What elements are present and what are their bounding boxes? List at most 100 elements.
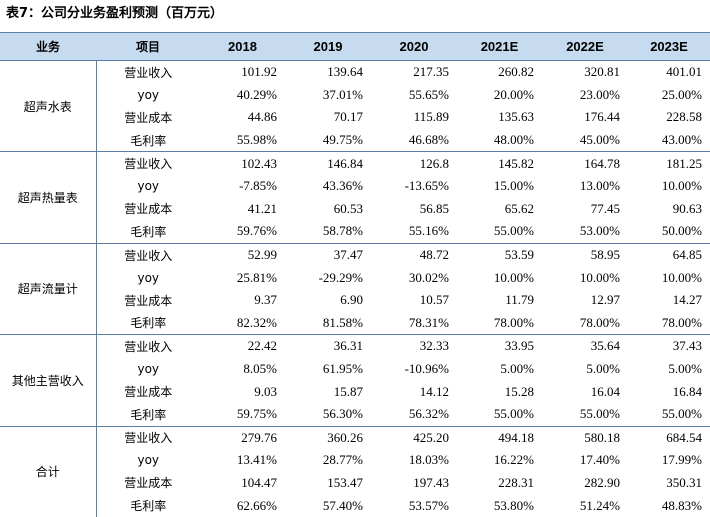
value-cell: 81.58%	[322, 314, 363, 330]
value-cell: 55.65%	[408, 86, 449, 102]
value-cell: 43.00%	[661, 132, 702, 148]
value-cell: 14.12	[419, 383, 449, 399]
table-row: 毛利率 59.75% 56.30% 56.32% 55.00% 55.00% 55.00%	[0, 403, 710, 426]
item-cell: 营业成本	[124, 476, 173, 491]
value-cell: 48.83%	[661, 497, 702, 513]
value-cell: 580.18	[542, 425, 628, 450]
table-row: yoy 8.05% 61.95% -10.96% 5.00% 5.00% 5.00%	[0, 358, 710, 381]
value-cell: 33.95	[457, 334, 542, 358]
value-cell: 684.54	[628, 425, 710, 450]
item-cell: 营业收入	[96, 425, 200, 450]
value-cell: 135.63	[498, 109, 534, 125]
item-cell: 营业成本	[124, 293, 173, 308]
value-cell: 176.44	[584, 109, 620, 125]
item-cell: 毛利率	[130, 499, 167, 514]
value-cell: 17.40%	[579, 452, 620, 468]
value-cell: 9.03	[254, 383, 277, 399]
table-row: 毛利率 62.66% 57.40% 53.57% 53.80% 51.24% 48.83%	[0, 494, 710, 517]
item-cell: 毛利率	[130, 133, 167, 148]
value-cell: 49.75%	[322, 132, 363, 148]
header-item: 项目	[96, 32, 200, 61]
value-cell: 10.00%	[579, 269, 620, 285]
value-cell: 57.40%	[322, 497, 363, 513]
business-cell: 其他主营收入	[0, 334, 97, 426]
item-cell: 营业收入	[96, 334, 200, 358]
table-row: 毛利率 59.76% 58.78% 55.16% 55.00% 53.00% 50.00%	[0, 220, 710, 243]
value-cell: 104.47	[241, 474, 277, 490]
value-cell: 139.64	[285, 59, 371, 84]
value-cell: 228.31	[498, 474, 534, 490]
value-cell: 102.43	[200, 151, 285, 175]
value-cell: 12.97	[590, 292, 620, 308]
value-cell: 46.68%	[408, 132, 449, 148]
value-cell: 65.62	[504, 200, 534, 216]
table-row: yoy 25.81% -29.29% 30.02% 10.00% 10.00% 10.00%	[0, 266, 710, 289]
item-cell: 毛利率	[130, 316, 167, 331]
value-cell: 181.25	[628, 151, 710, 175]
forecast-table-container: 业务 项目 2018 2019 2020 2021E 2022E 2023E 超…	[0, 32, 710, 517]
value-cell: 70.17	[333, 109, 363, 125]
value-cell: 494.18	[457, 425, 542, 450]
value-cell: 35.64	[542, 334, 628, 358]
value-cell: 146.84	[285, 151, 371, 175]
value-cell: 52.99	[200, 242, 285, 267]
value-cell: 82.32%	[236, 314, 277, 330]
item-cell: yoy	[137, 362, 160, 377]
value-cell: 5.00%	[668, 361, 702, 377]
table-row: 超声水表 营业收入 101.92 139.64 217.35 260.82 320.81 40…	[0, 59, 710, 152]
value-cell: 13.00%	[579, 178, 620, 194]
value-cell: 6.90	[340, 292, 363, 308]
value-cell: 14.27	[672, 292, 702, 308]
value-cell: 53.00%	[579, 223, 620, 239]
business-cell: 合计	[0, 425, 97, 517]
header-2019: 2019	[285, 32, 371, 61]
item-cell: 营业收入	[96, 59, 200, 84]
table-row: 超声流量计 营业收入 52.99 37.47 48.72 53.59 58.95 64.85	[0, 242, 710, 335]
value-cell: 48.00%	[493, 132, 534, 148]
value-cell: 10.00%	[493, 269, 534, 285]
value-cell: -29.29%	[318, 269, 363, 285]
value-cell: 78.00%	[579, 314, 620, 330]
table-row: 其他主营收入 营业收入 22.42 36.31 32.33 33.95 35.64 37.43	[0, 334, 710, 426]
value-cell: -10.96%	[404, 361, 449, 377]
value-cell: 228.58	[666, 109, 702, 125]
value-cell: -13.65%	[404, 178, 449, 194]
value-cell: 30.02%	[408, 269, 449, 285]
value-cell: 401.01	[628, 59, 710, 84]
value-cell: 115.89	[413, 109, 449, 125]
value-cell: 15.00%	[493, 178, 534, 194]
value-cell: 164.78	[542, 151, 628, 175]
value-cell: 55.00%	[493, 406, 534, 422]
value-cell: 23.00%	[579, 86, 620, 102]
value-cell: 62.66%	[236, 497, 277, 513]
value-cell: 126.8	[371, 151, 457, 175]
value-cell: 25.00%	[661, 86, 702, 102]
value-cell: 13.41%	[236, 452, 277, 468]
item-cell: yoy	[137, 87, 160, 102]
value-cell: 41.21	[247, 200, 277, 216]
item-cell: yoy	[137, 179, 160, 194]
value-cell: 77.45	[590, 200, 620, 216]
value-cell: 44.86	[247, 109, 277, 125]
value-cell: 78.31%	[408, 314, 449, 330]
value-cell: 55.16%	[408, 223, 449, 239]
value-cell: 40.29%	[236, 86, 277, 102]
value-cell: 90.63	[672, 200, 702, 216]
value-cell: 10.57	[419, 292, 449, 308]
table-row: 毛利率 82.32% 81.58% 78.31% 78.00% 78.00% 78.00%	[0, 312, 710, 335]
table-row: 营业成本 44.86 70.17 115.89 135.63 176.44 228.58	[0, 106, 710, 129]
item-cell: 毛利率	[130, 407, 167, 422]
value-cell: 37.01%	[322, 86, 363, 102]
table-title: 表7：公司分业务盈利预测（百万元）	[6, 6, 224, 21]
value-cell: 55.00%	[493, 223, 534, 239]
value-cell: 56.30%	[322, 406, 363, 422]
value-cell: 217.35	[371, 59, 457, 84]
value-cell: 64.85	[628, 242, 710, 267]
header-2023e: 2023E	[628, 32, 710, 61]
value-cell: 279.76	[200, 425, 285, 450]
item-cell: 营业成本	[124, 385, 173, 400]
value-cell: 37.43	[628, 334, 710, 358]
value-cell: 53.59	[457, 242, 542, 267]
value-cell: 16.84	[672, 383, 702, 399]
value-cell: 53.80%	[493, 497, 534, 513]
